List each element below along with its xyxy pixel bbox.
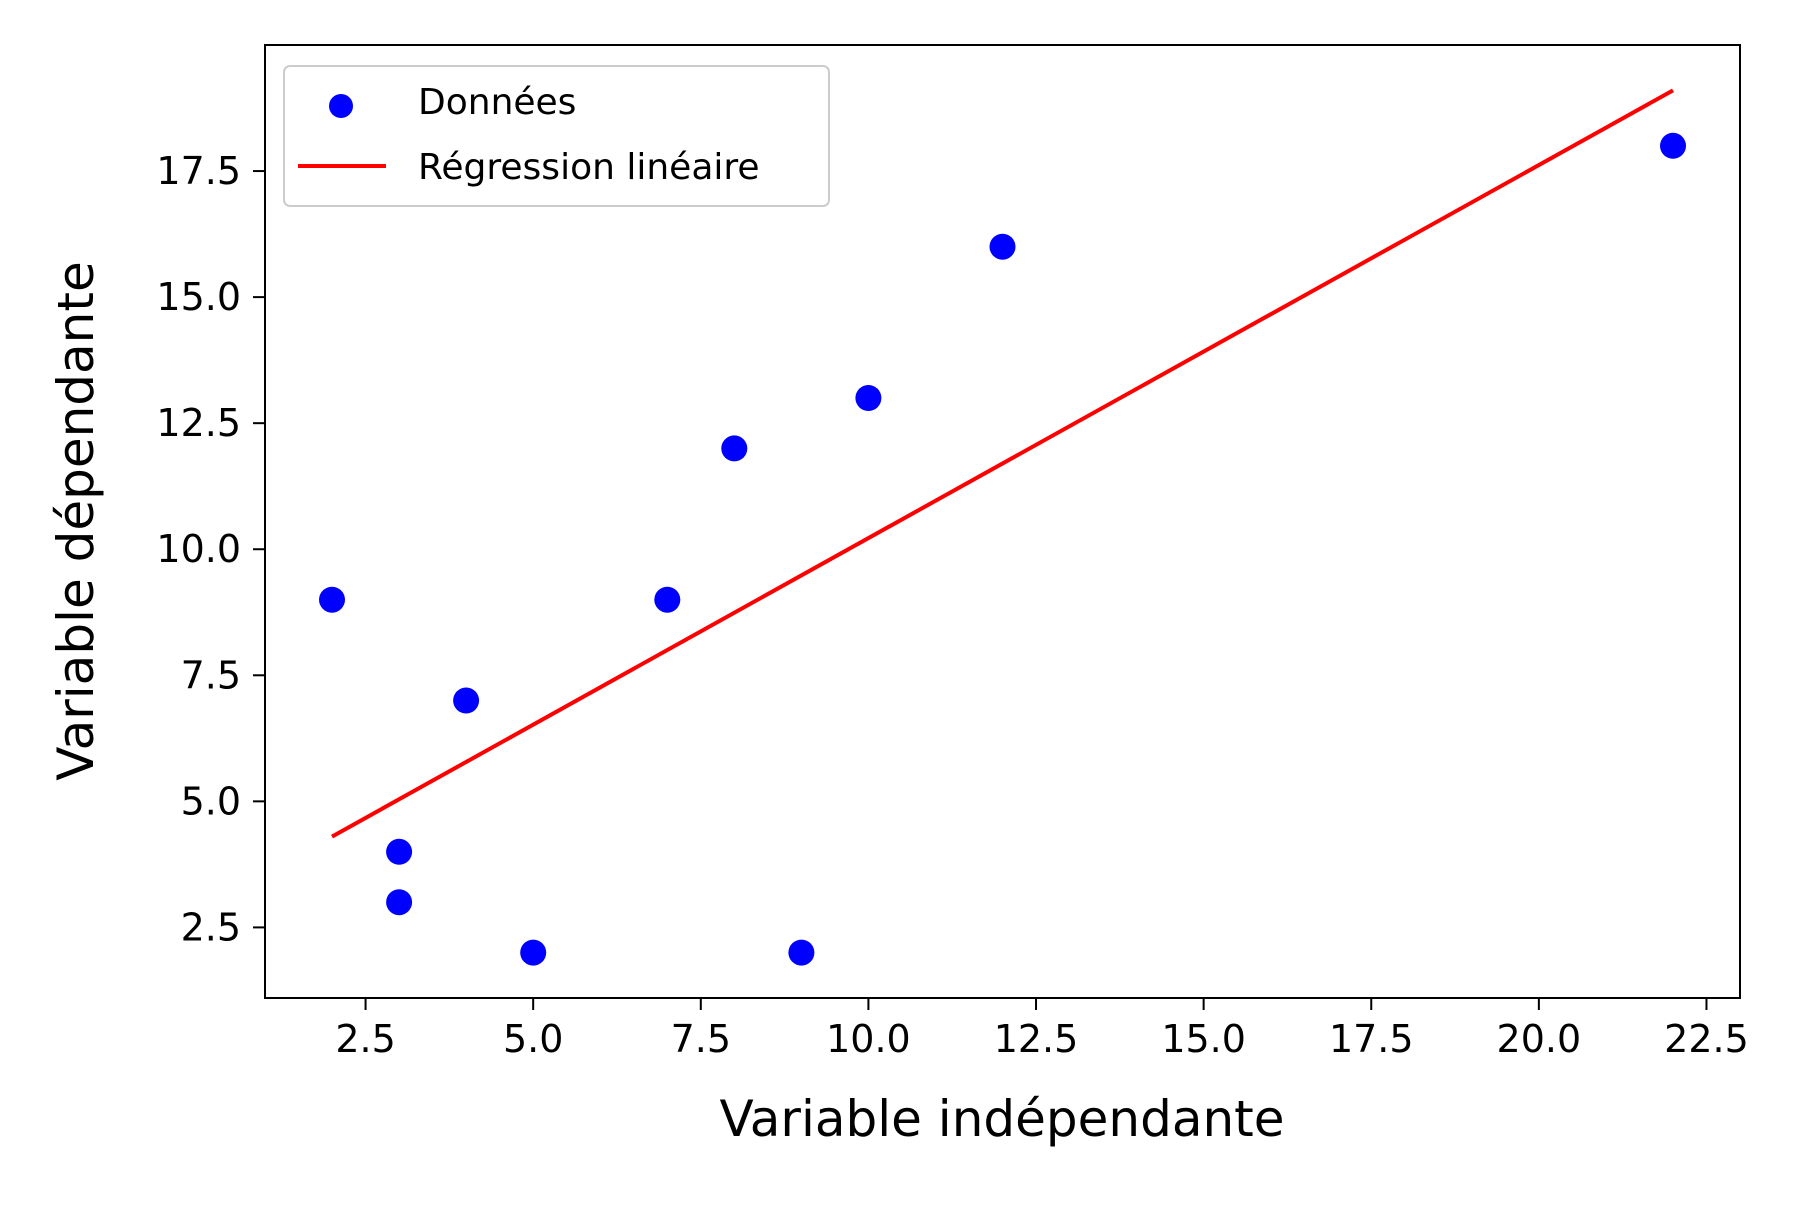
data-point [989, 233, 1016, 260]
y-tick-label: 12.5 [156, 401, 241, 445]
x-tick-label: 17.5 [1329, 1017, 1414, 1061]
y-tick-label: 5.0 [181, 779, 241, 823]
x-tick-label: 5.0 [503, 1017, 563, 1061]
y-axis-title: Variable dépendante [47, 261, 105, 780]
data-point [1660, 132, 1686, 159]
x-tick-label: 22.5 [1664, 1017, 1749, 1061]
y-tick-label: 7.5 [181, 653, 241, 697]
data-point [386, 838, 413, 865]
data-point [788, 939, 815, 966]
data-point [520, 939, 547, 966]
y-tick-label: 15.0 [156, 275, 241, 319]
x-tick-label: 10.0 [826, 1017, 911, 1061]
y-tick-label: 17.5 [156, 149, 241, 193]
y-tick-label: 10.0 [156, 527, 241, 571]
plot-marks [319, 88, 1686, 966]
x-tick-label: 20.0 [1497, 1017, 1582, 1061]
data-point [453, 687, 480, 714]
legend-marker-donnees [329, 94, 353, 118]
data-point [654, 586, 681, 613]
data-point [855, 385, 882, 411]
data-point [386, 889, 413, 916]
x-tick-label: 2.5 [335, 1017, 395, 1061]
y-axis-ticks: 2.5 5.0 7.5 10.0 12.5 15.0 17.5 [156, 149, 265, 949]
legend-label-regression: Régression linéaire [418, 147, 760, 188]
y-tick-label: 2.5 [181, 905, 241, 949]
legend-label-donnees: Données [418, 82, 576, 123]
x-tick-label: 12.5 [994, 1017, 1079, 1061]
x-tick-label: 7.5 [671, 1017, 731, 1061]
regression-line [331, 88, 1674, 839]
plot-frame [264, 44, 1741, 999]
legend-box [283, 65, 830, 207]
data-point [721, 435, 748, 462]
legend: Données Régression linéaire [283, 65, 830, 207]
x-axis-title: Variable indépendante [719, 1090, 1284, 1148]
x-axis-ticks: 2.5 5.0 7.5 10.0 12.5 15.0 17.5 20.0 22.5 [335, 998, 1749, 1061]
data-point [319, 586, 345, 613]
x-tick-label: 15.0 [1161, 1017, 1246, 1061]
